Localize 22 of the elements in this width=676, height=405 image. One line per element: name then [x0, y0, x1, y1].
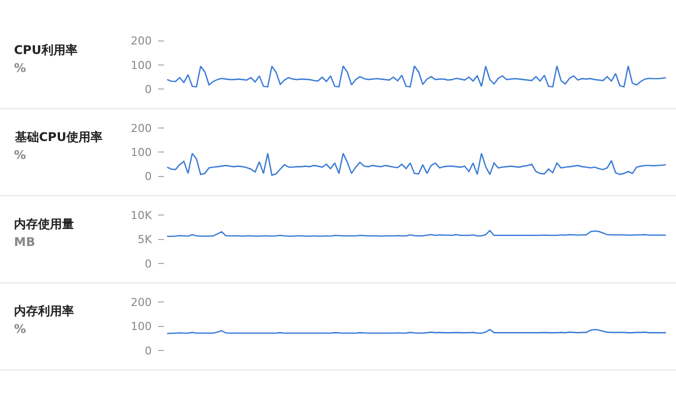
y-tick-label: 100: [130, 58, 152, 72]
text: 内存利用率: [14, 304, 74, 318]
text: 基础CPU使用率: [14, 130, 102, 144]
y-tick-label: 0: [144, 83, 152, 96]
line-series: [166, 65, 667, 88]
y-tick-label: 0: [144, 344, 152, 358]
y-axis-title: %: [14, 322, 26, 336]
text: CPU利用率: [14, 43, 78, 57]
y-tick-label: 0: [144, 170, 152, 184]
y-tick-label: 10K: [130, 208, 153, 222]
y-axis-title: MB: [14, 235, 36, 249]
line-series: [166, 152, 667, 176]
y-axis-title: %: [14, 148, 26, 162]
y-tick-label: 100: [130, 320, 152, 334]
y-tick-label: 5K: [138, 233, 153, 246]
y-tick-label: 0: [144, 257, 152, 270]
y-tick-label: 100: [130, 146, 152, 160]
y-axis-title: %: [14, 61, 26, 75]
text: 内存使用量: [14, 217, 74, 231]
y-tick-label: 200: [130, 34, 152, 48]
y-tick-label: 200: [130, 296, 152, 310]
y-tick-label: 200: [130, 122, 152, 135]
